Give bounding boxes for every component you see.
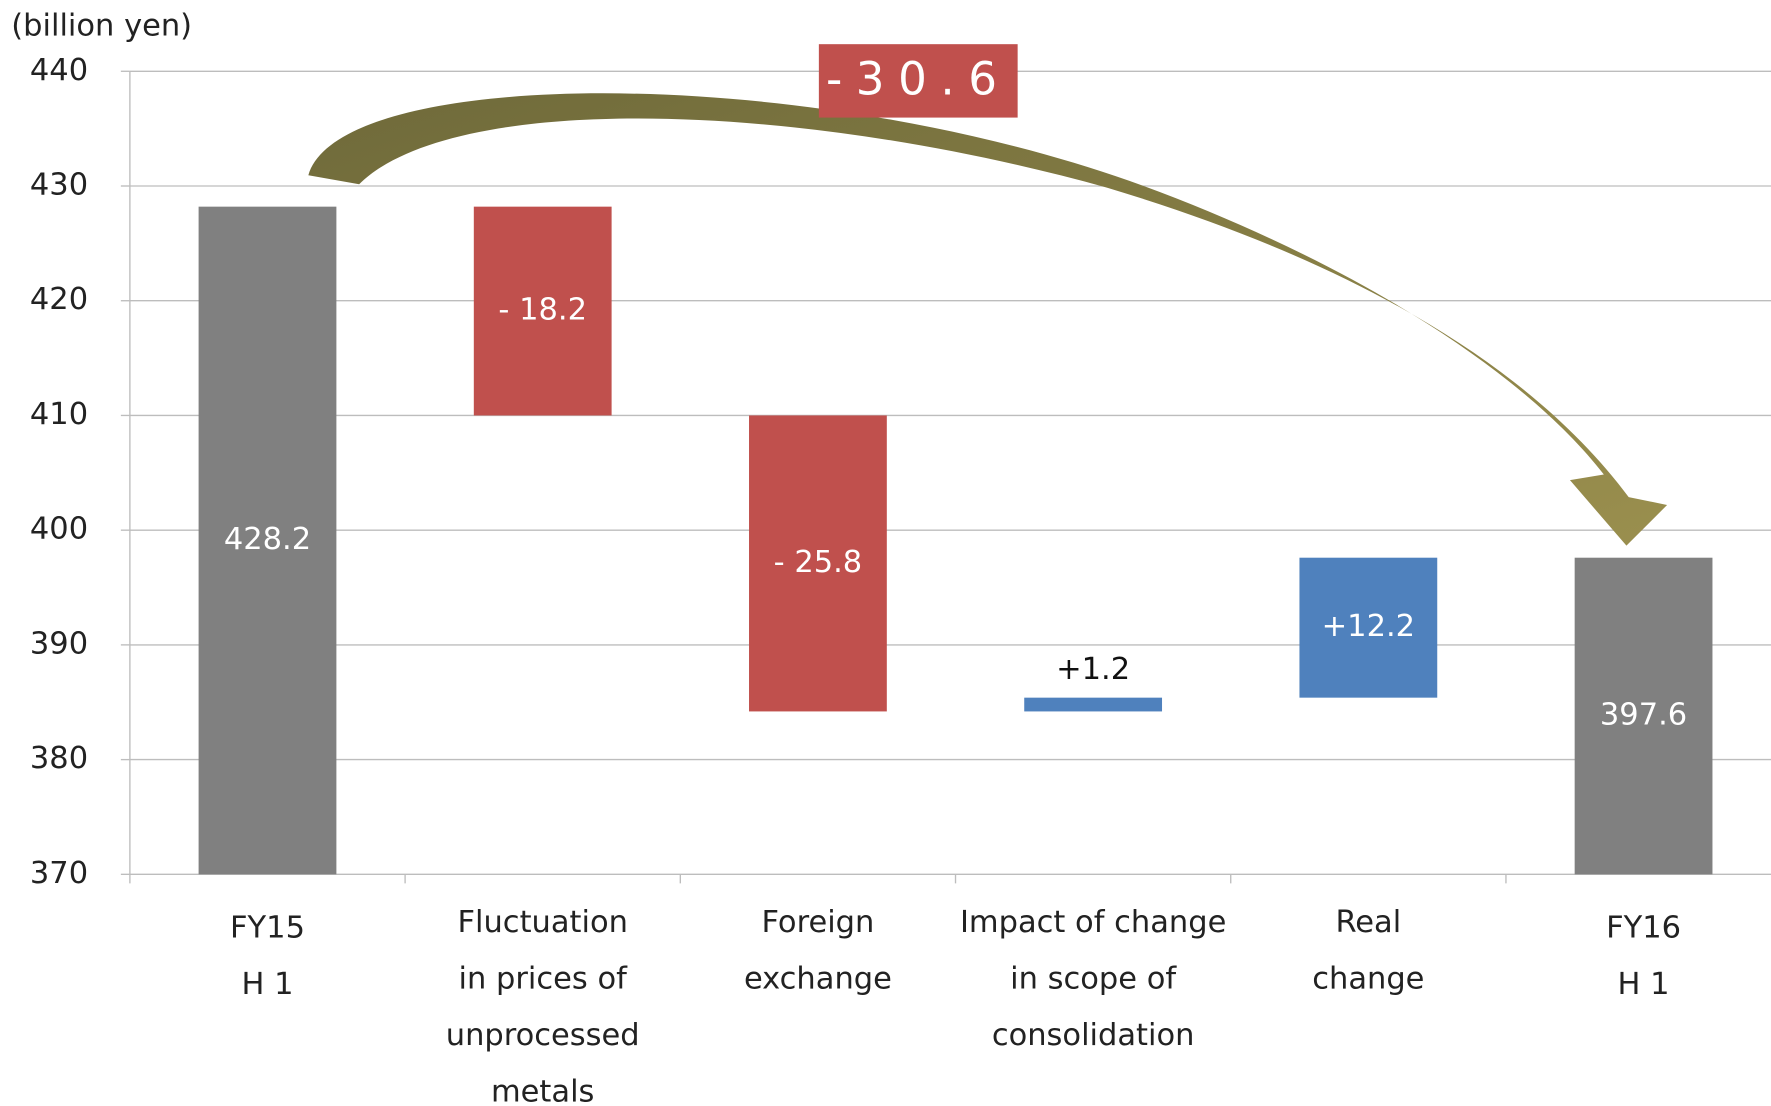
x-tick-label-line: Fluctuation: [457, 904, 627, 939]
bar: [749, 415, 887, 712]
x-tick-label-line: Real: [1335, 904, 1401, 939]
x-tick-label: Foreign exchange: [744, 904, 892, 995]
y-tick-label: 370: [30, 856, 88, 891]
value-label: - 25.8: [774, 545, 863, 580]
x-tick-label-line: FY16: [1606, 910, 1681, 945]
x-tick-label-line: metals: [491, 1074, 594, 1106]
y-tick-label: 440: [30, 53, 88, 88]
bar: [1574, 557, 1713, 875]
x-tick-label-line: Foreign: [761, 904, 874, 939]
arrow: [308, 93, 1668, 546]
x-tick-label-line: unprocessed: [446, 1017, 640, 1052]
x-tick-label-line: consolidation: [992, 1017, 1195, 1052]
bar: [473, 206, 612, 416]
x-tick-label: FY15 H 1: [230, 910, 305, 1001]
x-tick-label-line: exchange: [744, 961, 892, 996]
value-label: 397.6: [1600, 698, 1687, 733]
x-tick-label: FY16 H 1: [1606, 910, 1681, 1001]
x-tick-label: Fluctuation in prices of unprocessed metals: [446, 904, 640, 1106]
annotation: -30.6: [826, 53, 1011, 106]
y-tick-label: 400: [30, 512, 88, 547]
y-tick-label: 420: [30, 282, 88, 317]
x-tick-label: Impact of change in scope of consolidation: [960, 904, 1226, 1052]
value-label: 428.2: [224, 522, 311, 557]
x-tick-label-line: in prices of: [459, 961, 629, 996]
annotation-box: [818, 44, 1018, 118]
bar: [1299, 557, 1438, 698]
x-tick-label-line: FY15: [230, 910, 305, 945]
x-tick-label-line: in scope of: [1010, 961, 1177, 996]
y-tick-label: 410: [30, 397, 88, 432]
bar: [198, 206, 337, 875]
y-tick-label: 390: [30, 626, 88, 661]
y-tick-label: 430: [30, 168, 88, 203]
x-tick-label: Real change: [1312, 904, 1424, 995]
y-axis-title: (billion yen): [11, 9, 192, 44]
bar: [1024, 697, 1163, 712]
x-tick-label-line: Impact of change: [960, 904, 1226, 939]
x-tick-label-line: H 1: [241, 967, 293, 1002]
value-label: - 18.2: [498, 293, 587, 328]
value-label: +1.2: [1056, 652, 1130, 687]
x-tick-label-line: change: [1312, 961, 1424, 996]
value-label: +12.2: [1322, 609, 1415, 644]
x-tick-label-line: H 1: [1618, 967, 1670, 1002]
y-tick-label: 380: [30, 741, 88, 776]
